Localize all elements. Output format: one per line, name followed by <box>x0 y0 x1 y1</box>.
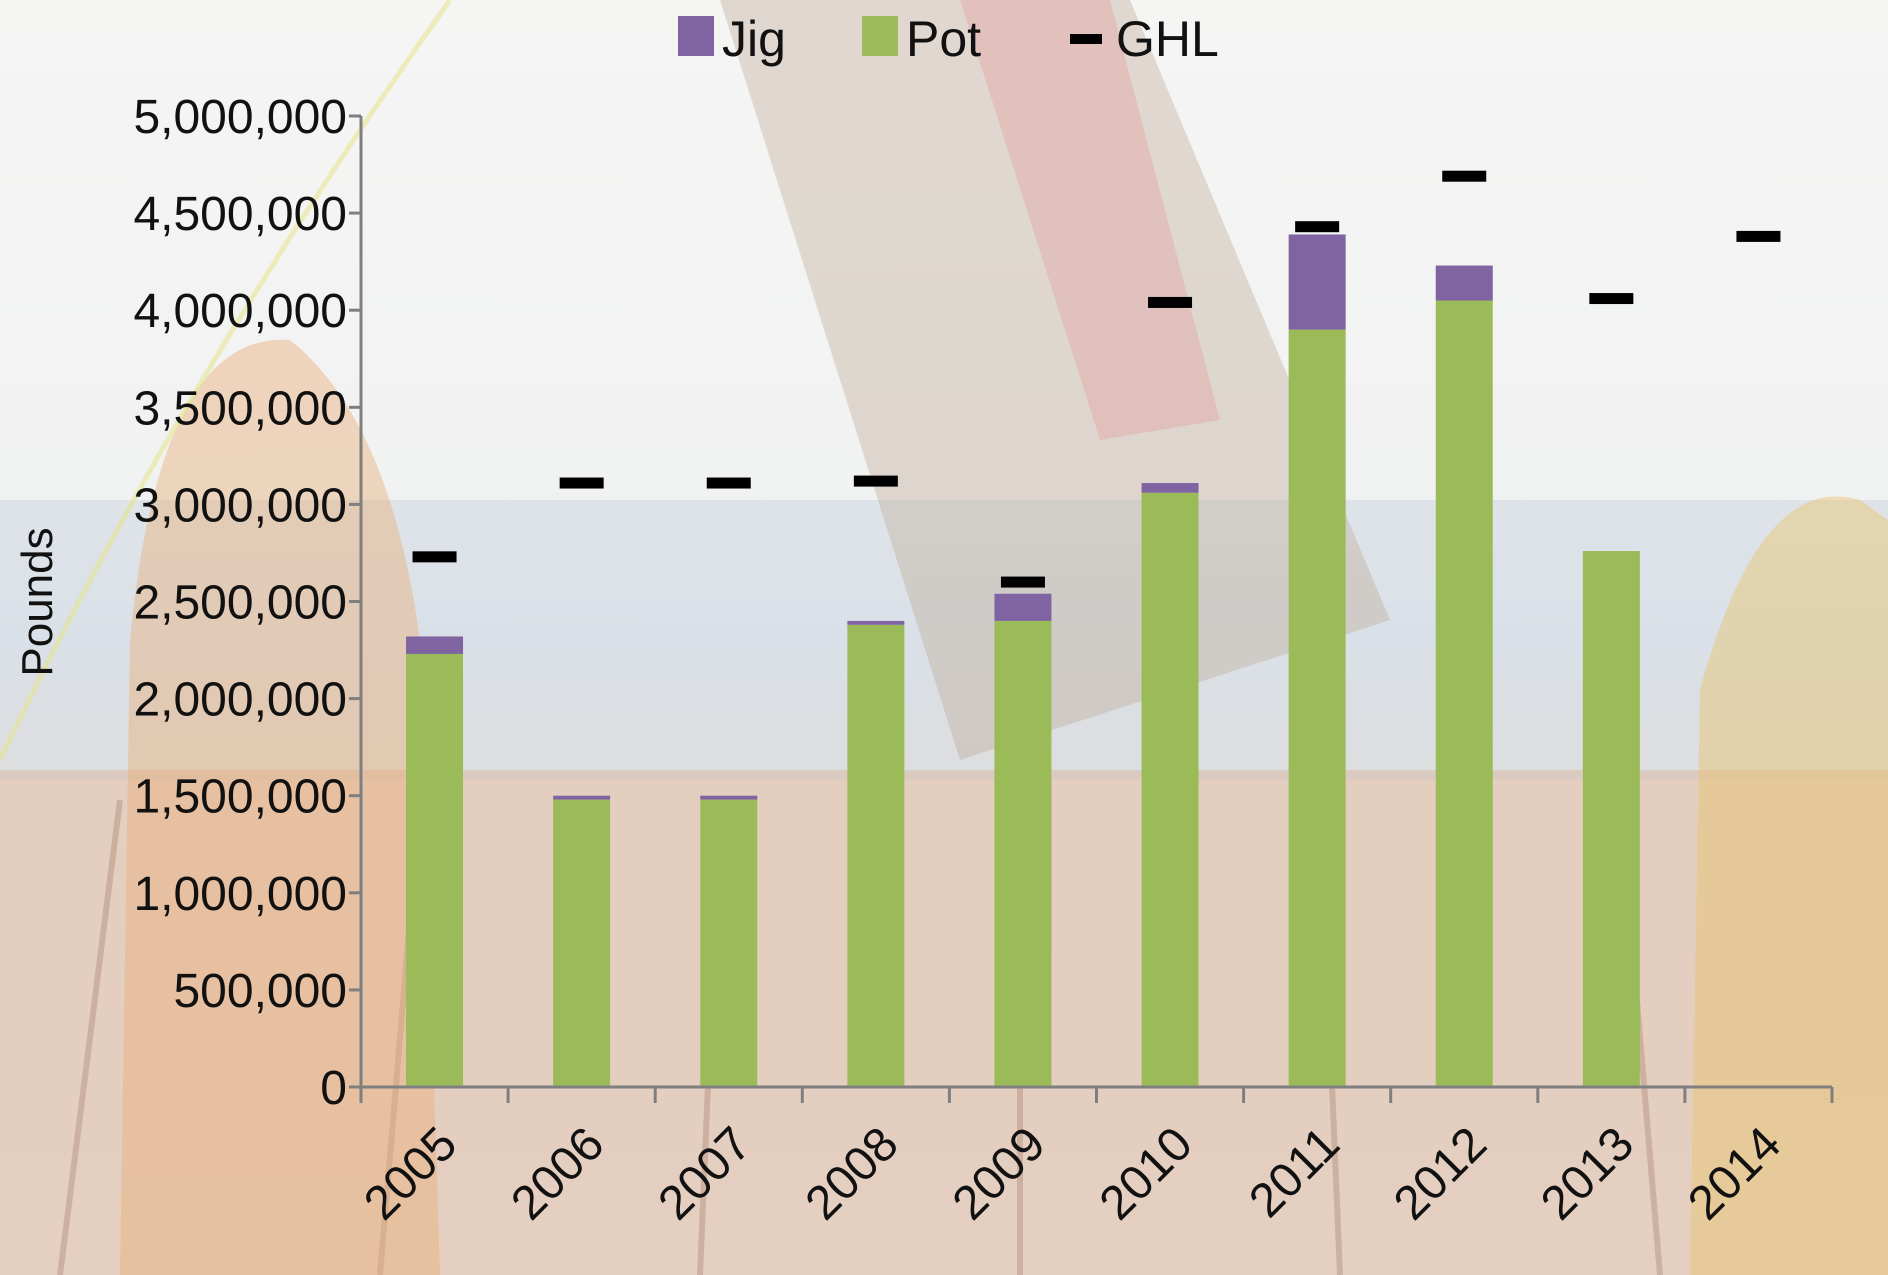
legend-label-ghl: GHL <box>1116 11 1219 67</box>
marker-ghl-2012 <box>1442 170 1487 182</box>
marker-ghl-2006 <box>559 477 604 489</box>
bar-jig-2010 <box>1141 483 1199 493</box>
fisherman-right <box>1690 496 1888 1275</box>
bar-jig-2006 <box>553 795 611 800</box>
bar-pot-2013 <box>1582 551 1640 1087</box>
y-tick-label: 4,000,000 <box>133 285 347 338</box>
bar-jig-2005 <box>406 636 464 654</box>
rope-line <box>0 0 453 762</box>
bar-jig-2009 <box>994 593 1052 621</box>
x-tick-label: 2010 <box>1090 1117 1203 1230</box>
y-tick-label: 2,000,000 <box>133 674 347 727</box>
legend-label-pot: Pot <box>906 11 981 67</box>
legend-label-jig: Jig <box>722 11 786 67</box>
bar-pot-2012 <box>1435 300 1493 1087</box>
bar-pot-2005 <box>406 653 464 1087</box>
x-tick-label: 2007 <box>649 1117 762 1230</box>
ghl-markers-layer <box>412 170 1781 588</box>
bars-layer <box>406 234 1640 1087</box>
bar-jig-2012 <box>1435 265 1493 301</box>
legend-swatch-ghl <box>1070 34 1102 44</box>
bar-pot-2007 <box>700 799 758 1087</box>
bar-jig-2007 <box>700 795 758 800</box>
deck-area <box>0 770 1888 1275</box>
x-tick-label: 2006 <box>501 1117 614 1230</box>
x-tick-label: 2012 <box>1384 1117 1497 1230</box>
marker-ghl-2013 <box>1589 293 1634 305</box>
marker-ghl-2007 <box>706 477 751 489</box>
x-tick-label: 2014 <box>1678 1117 1791 1230</box>
y-tick-label: 3,000,000 <box>133 479 347 532</box>
sea-band <box>0 500 1888 780</box>
marker-ghl-2005 <box>412 551 457 563</box>
bar-jig-2011 <box>1288 234 1346 330</box>
x-axis-ticks: 2005 2006 2007 2008 2009 2010 2011 2012 2013 2014 <box>354 1087 1834 1230</box>
bar-pot-2010 <box>1141 492 1199 1087</box>
y-tick-label: 0 <box>320 1062 347 1115</box>
marker-ghl-2014 <box>1736 230 1781 242</box>
x-tick-label: 2013 <box>1531 1117 1644 1230</box>
marker-ghl-2010 <box>1148 296 1193 308</box>
marker-ghl-2011 <box>1295 221 1340 233</box>
x-tick-label: 2005 <box>354 1117 467 1230</box>
bar-pot-2009 <box>994 620 1052 1087</box>
legend-swatch-pot <box>862 16 898 56</box>
marker-ghl-2009 <box>1000 576 1045 588</box>
y-axis-title: Pounds <box>13 527 62 676</box>
y-tick-label: 1,000,000 <box>133 868 347 921</box>
y-tick-label: 500,000 <box>173 965 347 1018</box>
x-tick-label: 2009 <box>943 1117 1056 1230</box>
y-tick-label: 3,500,000 <box>133 382 347 435</box>
y-axis-ticks: 0 500,000 1,000,000 1,500,000 2,000,000 2,500… <box>133 91 361 1115</box>
legend-swatch-jig <box>678 16 714 56</box>
bar-pot-2011 <box>1288 329 1346 1087</box>
x-tick-label: 2011 <box>1239 1117 1349 1227</box>
y-tick-label: 5,000,000 <box>133 91 347 144</box>
x-tick-label: 2008 <box>796 1117 909 1230</box>
y-tick-label: 2,500,000 <box>133 577 347 630</box>
crab-pot-bait <box>960 0 1220 440</box>
bar-pot-2006 <box>553 799 611 1087</box>
legend: Jig Pot GHL <box>678 11 1219 67</box>
y-tick-label: 1,500,000 <box>133 771 347 824</box>
y-tick-label: 4,500,000 <box>133 188 347 241</box>
bar-jig-2008 <box>847 620 905 625</box>
bar-pot-2008 <box>847 624 905 1087</box>
marker-ghl-2008 <box>853 475 898 487</box>
crab-pot-frame <box>720 0 1390 760</box>
